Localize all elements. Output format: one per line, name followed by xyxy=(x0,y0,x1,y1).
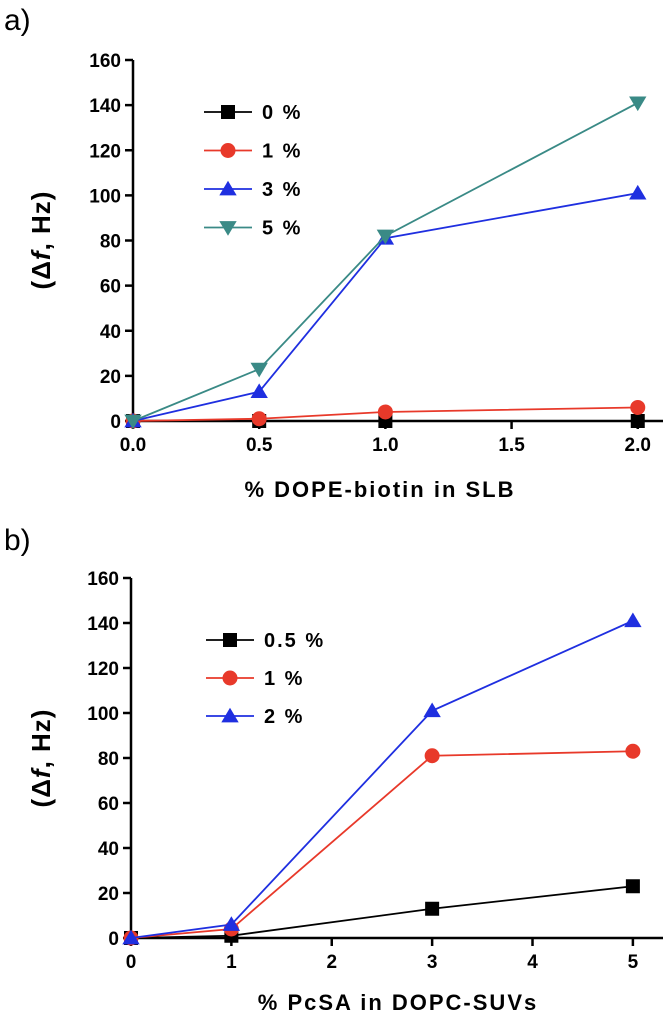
legend-b: 0.5 % 1 % 2 % xyxy=(206,630,325,728)
y-axis-label-b: (Δf, Hz) xyxy=(26,709,56,808)
y-tick-label-b: 40 xyxy=(98,839,119,860)
panel-label-a: a) xyxy=(4,4,31,37)
data-point-a-3 xyxy=(629,96,647,112)
data-point-b-1 xyxy=(625,743,641,759)
y-tick-label-b: 60 xyxy=(98,794,119,815)
y-tick-label-b: 20 xyxy=(98,884,119,905)
data-point-b-1 xyxy=(424,748,440,764)
legend-marker xyxy=(219,180,237,196)
x-tick-label-a: 1.0 xyxy=(372,435,398,456)
x-tick-label-b: 2 xyxy=(326,952,337,973)
y-tick-label-a: 140 xyxy=(89,96,121,117)
x-tick-label-a: 0.5 xyxy=(246,435,273,456)
axes-a: 0 20 40 60 80 100 120 140 160 0.0 0.5 1.0 1.5 2.0 xyxy=(89,51,663,456)
x-tick-label-b: 1 xyxy=(226,952,237,973)
x-axis-label-b: % PcSA in DOPC-SUVs xyxy=(258,990,538,1015)
legend-label: 1 % xyxy=(262,141,302,163)
legend-label: 5 % xyxy=(262,218,302,240)
legend-marker xyxy=(221,105,235,119)
x-tick-label-b: 5 xyxy=(628,952,639,973)
data-point-a-0 xyxy=(630,414,645,428)
data-point-a-1 xyxy=(251,411,267,427)
x-tick-label-b: 0 xyxy=(126,952,137,973)
y-axis-label-a: (Δf, Hz) xyxy=(26,191,56,290)
legend-marker xyxy=(220,143,236,158)
series-line-a-3 xyxy=(132,102,639,422)
legend-item-b-0: 0.5 % xyxy=(206,630,325,652)
y-tick-label-b: 160 xyxy=(87,569,119,590)
data-point-a-3 xyxy=(376,229,395,245)
y-tick-label-b: 140 xyxy=(87,614,119,635)
series-a-3 xyxy=(124,96,647,430)
legend-a: 0 % 1 % 3 % 5 % xyxy=(204,102,302,240)
y-tick-label-a: 0 xyxy=(110,412,121,433)
legend-label: 0.5 % xyxy=(264,630,325,652)
series-b-2 xyxy=(122,612,642,945)
data-point-b-2 xyxy=(624,612,642,628)
data-point-a-1 xyxy=(377,404,393,420)
x-tick-label-b: 4 xyxy=(527,952,538,973)
y-tick-label-a: 120 xyxy=(89,141,121,162)
y-tick-label-b: 0 xyxy=(108,929,119,950)
y-tick-label-b: 120 xyxy=(87,659,119,680)
data-point-a-3 xyxy=(124,414,142,430)
axes-b: 0 20 40 60 80 100 120 140 160 0 1 2 3 4 5 xyxy=(87,569,663,973)
x-tick-label-a: 1.5 xyxy=(498,435,525,456)
y-tick-label-b: 100 xyxy=(87,704,119,725)
legend-marker xyxy=(222,670,238,686)
legend-marker xyxy=(219,221,237,236)
series-line-b-0 xyxy=(130,885,633,939)
x-tick-label-b: 3 xyxy=(427,952,438,973)
series-line-b-2 xyxy=(130,619,634,939)
y-tick-label-a: 20 xyxy=(100,367,121,388)
data-point-b-0 xyxy=(425,901,440,916)
y-tick-label-a: 80 xyxy=(100,232,121,253)
legend-item-a-3: 5 % xyxy=(204,218,302,240)
x-tick-label-a: 0.0 xyxy=(120,435,146,456)
y-tick-label-a: 60 xyxy=(100,277,121,298)
data-point-a-3 xyxy=(250,362,268,378)
data-point-a-2 xyxy=(250,383,268,399)
series-line-b-1 xyxy=(130,750,633,939)
legend-item-b-1: 1 % xyxy=(206,668,304,690)
legend-marker xyxy=(221,707,239,723)
legend-label: 2 % xyxy=(264,706,304,728)
y-tick-label-b: 80 xyxy=(98,749,119,770)
series-a-2 xyxy=(124,184,647,428)
y-tick-label-a: 160 xyxy=(89,51,121,72)
panel-label-b: b) xyxy=(4,524,31,557)
legend-label: 1 % xyxy=(264,668,304,690)
chart-panel-b: b) (Δf, Hz) % PcSA in DOPC-SUVs 02040608… xyxy=(4,524,663,1015)
legend-label: 3 % xyxy=(262,179,302,201)
legend-item-a-0: 0 % xyxy=(204,102,302,124)
data-point-b-0 xyxy=(625,879,640,894)
legend-item-b-2: 2 % xyxy=(206,706,304,728)
x-tick-label-a: 2.0 xyxy=(625,435,651,456)
data-point-b-2 xyxy=(423,702,441,718)
y-tick-label-a: 40 xyxy=(100,322,121,343)
chart-panel-a: a) (Δf, Hz) % DOPE-biotin in SLB 0 20 40 60… xyxy=(4,4,663,502)
data-point-a-2 xyxy=(629,184,647,200)
data-point-b-2 xyxy=(222,916,241,931)
series-b-0 xyxy=(124,879,640,945)
data-point-a-1 xyxy=(630,399,646,415)
legend-marker xyxy=(223,633,237,647)
legend-item-a-1: 1 % xyxy=(204,141,302,163)
series-line-a-2 xyxy=(132,192,638,422)
x-axis-label-a: % DOPE-biotin in SLB xyxy=(245,477,516,502)
series-line-a-1 xyxy=(132,406,638,422)
y-tick-label-a: 100 xyxy=(89,186,121,207)
legend-label: 0 % xyxy=(262,102,302,124)
data-point-b-2 xyxy=(122,929,140,945)
legend-item-a-2: 3 % xyxy=(204,179,302,201)
